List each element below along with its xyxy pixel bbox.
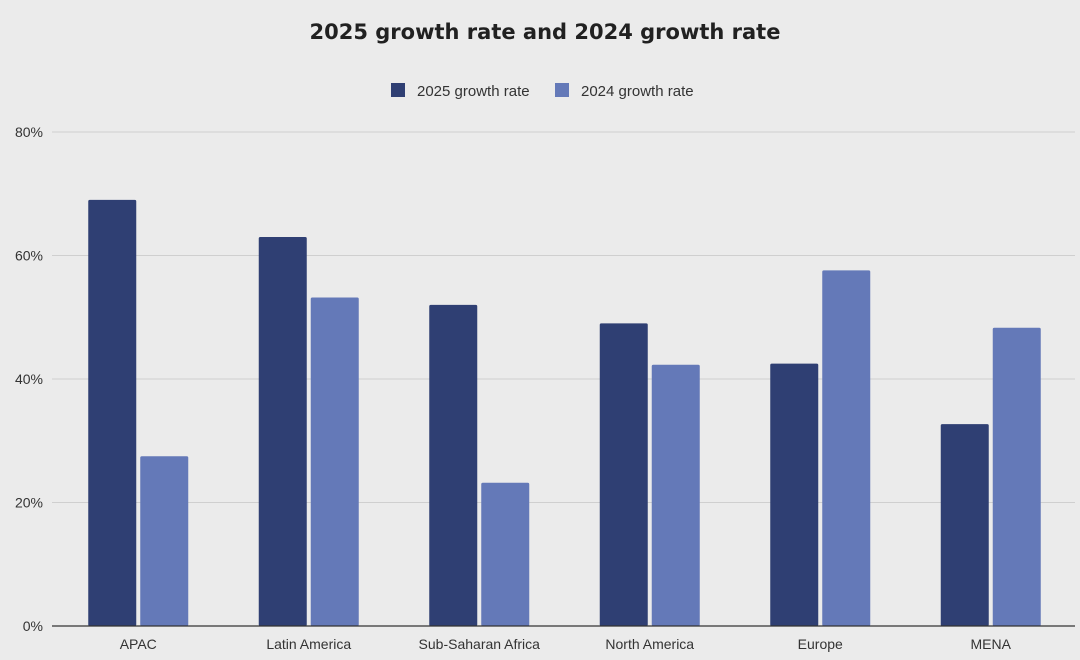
bar-2024-north-america[interactable] — [651, 364, 700, 626]
y-axis-ticks: 0% 20% 40% 60% 80% — [15, 124, 43, 634]
bar-2024-apac[interactable] — [140, 456, 189, 626]
y-tick-label: 40% — [15, 371, 43, 387]
bar-2024-mena[interactable] — [992, 327, 1041, 626]
y-tick-label: 20% — [15, 495, 43, 511]
bar-2025-apac[interactable] — [88, 199, 137, 627]
x-tick-label: Latin America — [266, 636, 351, 652]
legend-swatch-2024 — [555, 83, 569, 97]
y-tick-label: 0% — [23, 618, 43, 634]
x-tick-label: MENA — [971, 636, 1012, 652]
bar-2025-mena[interactable] — [940, 424, 989, 626]
legend-label-2025: 2025 growth rate — [417, 83, 530, 100]
bar-2025-sub-saharan-africa[interactable] — [429, 304, 478, 626]
chart-title: 2025 growth rate and 2024 growth rate — [310, 20, 781, 44]
x-tick-label: North America — [605, 636, 694, 652]
bar-2024-europe[interactable] — [822, 270, 871, 626]
legend: 2025 growth rate 2024 growth rate — [391, 83, 694, 100]
y-tick-label: 60% — [15, 248, 43, 264]
bar-2025-north-america[interactable] — [599, 323, 648, 626]
legend-label-2024: 2024 growth rate — [581, 83, 694, 100]
legend-swatch-2025 — [391, 83, 405, 97]
x-tick-label: Europe — [798, 636, 843, 652]
gridlines — [52, 131, 1075, 503]
bars — [88, 199, 1041, 627]
x-tick-label: APAC — [120, 636, 157, 652]
bar-2024-latin-america[interactable] — [310, 297, 359, 626]
y-tick-label: 80% — [15, 124, 43, 140]
bar-2025-latin-america[interactable] — [258, 236, 307, 626]
bar-2025-europe[interactable] — [770, 363, 819, 626]
x-axis-ticks: APAC Latin America Sub-Saharan Africa North… — [120, 636, 1012, 652]
x-tick-label: Sub-Saharan Africa — [419, 636, 541, 652]
bar-2024-sub-saharan-africa[interactable] — [481, 482, 530, 626]
